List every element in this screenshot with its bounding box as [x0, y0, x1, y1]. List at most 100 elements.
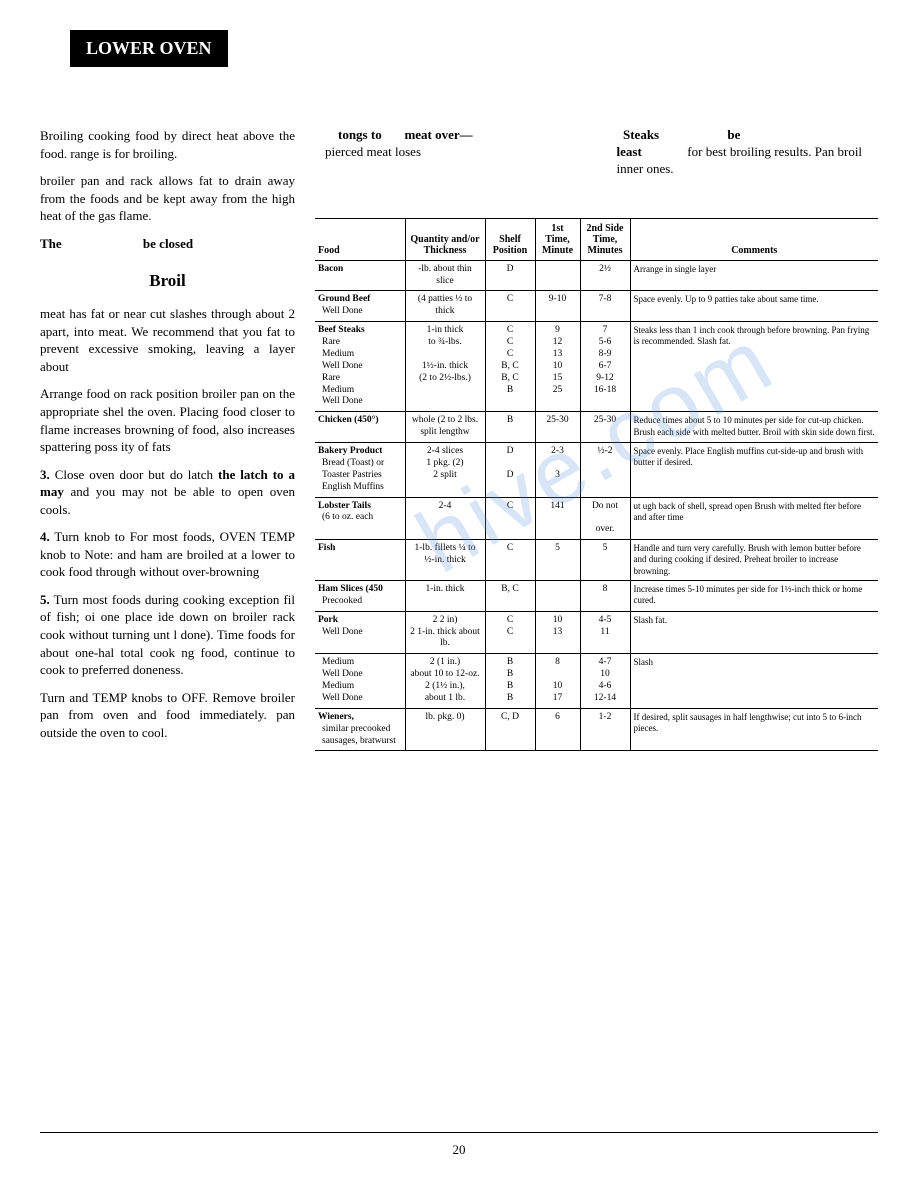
cell: 2-33 — [535, 443, 580, 498]
cell: Arrange in single layer — [630, 260, 878, 291]
para-arrange: Arrange food on rack position broiler pa… — [40, 385, 295, 455]
cell: Slash fat. — [630, 611, 878, 654]
page-rule — [40, 1132, 878, 1133]
table-row: Ham Slices (450Precooked1-in. thickB, C8… — [315, 580, 878, 611]
cell: B — [485, 412, 535, 443]
cell: Increase times 5-10 minutes per side for… — [630, 580, 878, 611]
t: pierced meat loses — [325, 144, 421, 159]
section-header: LOWER OVEN — [70, 30, 228, 67]
cell: C — [485, 497, 535, 540]
cell: 7-8 — [580, 291, 630, 322]
cell: 81017 — [535, 654, 580, 709]
t: Close oven door but do latch — [55, 467, 213, 482]
t: Turn most foods during cooking exception… — [40, 592, 295, 677]
cell: 25-30 — [580, 412, 630, 443]
th-qty: Quantity and/or Thickness — [405, 218, 485, 260]
t: be closed — [143, 236, 193, 251]
broiling-table: Food Quantity and/or Thickness Shelf Pos… — [315, 218, 878, 752]
cell: Slash — [630, 654, 878, 709]
cell: 8 — [580, 580, 630, 611]
cell-food: Bacon — [315, 260, 405, 291]
t: and you may not be able to open oven coo… — [40, 484, 295, 517]
cell: 1-in thickto ¾-lbs.1½-in. thick(2 to 2½-… — [405, 322, 485, 412]
para-turn: Turn and TEMP knobs to OFF. Remove broil… — [40, 689, 295, 742]
cell: 1013 — [535, 611, 580, 654]
cell: Handle and turn very carefully. Brush wi… — [630, 540, 878, 581]
n: 4. — [40, 529, 50, 544]
main-content: Broiling cooking food by direct heat abo… — [40, 127, 878, 751]
cell-food: Fish — [315, 540, 405, 581]
table-row: Ground BeefWell Done(4 patties ½ to thic… — [315, 291, 878, 322]
note-tongs: tongs to meat over— pierced meat loses — [325, 127, 587, 178]
cell: 91213101525 — [535, 322, 580, 412]
n: 5. — [40, 592, 50, 607]
t: for best broiling results. Pan broil inn… — [617, 144, 863, 176]
step-4: 4. Turn knob to For most foods, OVEN TEM… — [40, 528, 295, 581]
cell: 1-in. thick — [405, 580, 485, 611]
th-comments: Comments — [630, 218, 878, 260]
cell: 9-10 — [535, 291, 580, 322]
para-the: The be closed — [40, 235, 295, 253]
n: 3. — [40, 467, 50, 482]
t: Turn knob to For most foods, OVEN TEMP k… — [40, 529, 295, 579]
para-meat: meat has fat or near cut slashes through… — [40, 305, 295, 375]
cell: 5 — [580, 540, 630, 581]
cell: CC — [485, 611, 535, 654]
cell: DD — [485, 443, 535, 498]
cell: 2 2 in)2 1-in. thick about lb. — [405, 611, 485, 654]
cell: Space evenly. Place English muffins cut-… — [630, 443, 878, 498]
para-pan: broiler pan and rack allows fat to drain… — [40, 172, 295, 225]
cell: 141 — [535, 497, 580, 540]
table-header-row: Food Quantity and/or Thickness Shelf Pos… — [315, 218, 878, 260]
right-column: tongs to meat over— pierced meat loses S… — [315, 127, 878, 751]
cell-food: Wieners,similar precooked sausages, brat… — [315, 708, 405, 751]
table-row: Fish1-lb. fillets ¼ to ½-in. thickC55Han… — [315, 540, 878, 581]
table-row: MediumWell DoneMediumWell Done2 (1 in.)a… — [315, 654, 878, 709]
cell: 2-4 — [405, 497, 485, 540]
cell: Reduce times about 5 to 10 minutes per s… — [630, 412, 878, 443]
t: the latch — [218, 467, 268, 482]
step-3: 3. Close oven door but do latch the latc… — [40, 466, 295, 519]
cell-food: Beef SteaksRareMediumWell DoneRareMedium… — [315, 322, 405, 412]
cell: ut ugh back of shell, spread open Brush … — [630, 497, 878, 540]
cell: 4-511 — [580, 611, 630, 654]
cell: 25-30 — [535, 412, 580, 443]
table-row: Bacon-lb. about thin sliceD2½Arrange in … — [315, 260, 878, 291]
t: meat over— — [404, 127, 472, 142]
t: be — [727, 127, 740, 142]
cell: 75-68-96-79-1216-18 — [580, 322, 630, 412]
cell: CCCB, CB, CB — [485, 322, 535, 412]
cell-food: Chicken (450°) — [315, 412, 405, 443]
t: Steaks — [623, 127, 659, 142]
cell: 5 — [535, 540, 580, 581]
cell: -lb. about thin slice — [405, 260, 485, 291]
cell-food: MediumWell DoneMediumWell Done — [315, 654, 405, 709]
table-row: Chicken (450°)whole (2 to 2 lbs. split l… — [315, 412, 878, 443]
cell: C — [485, 291, 535, 322]
cell-food: Bakery ProductBread (Toast) orToaster Pa… — [315, 443, 405, 498]
cell: 1-lb. fillets ¼ to ½-in. thick — [405, 540, 485, 581]
t: tongs to — [338, 127, 382, 142]
step-5: 5. Turn most foods during cooking except… — [40, 591, 295, 679]
table-row: Bakery ProductBread (Toast) orToaster Pa… — [315, 443, 878, 498]
table-row: Beef SteaksRareMediumWell DoneRareMedium… — [315, 322, 878, 412]
th-t1: 1st Time, Minute — [535, 218, 580, 260]
para-broiling: Broiling cooking food by direct heat abo… — [40, 127, 295, 162]
cell — [535, 580, 580, 611]
cell: ½-2 — [580, 443, 630, 498]
cell: D — [485, 260, 535, 291]
cell: Do notover. — [580, 497, 630, 540]
table-row: Lobster Tails(6 to oz. each2-4C141Do not… — [315, 497, 878, 540]
page-number: 20 — [453, 1142, 466, 1158]
cell: 6 — [535, 708, 580, 751]
cell: C, D — [485, 708, 535, 751]
table-row: PorkWell Done2 2 in)2 1-in. thick about … — [315, 611, 878, 654]
cell: 4-7104-612-14 — [580, 654, 630, 709]
cell: 1-2 — [580, 708, 630, 751]
cell: BBBB — [485, 654, 535, 709]
cell: 2-4 slices1 pkg. (2)2 split — [405, 443, 485, 498]
cell-food: Ham Slices (450Precooked — [315, 580, 405, 611]
cell — [535, 260, 580, 291]
t: least — [617, 144, 642, 159]
top-notes: tongs to meat over— pierced meat loses S… — [315, 127, 878, 178]
